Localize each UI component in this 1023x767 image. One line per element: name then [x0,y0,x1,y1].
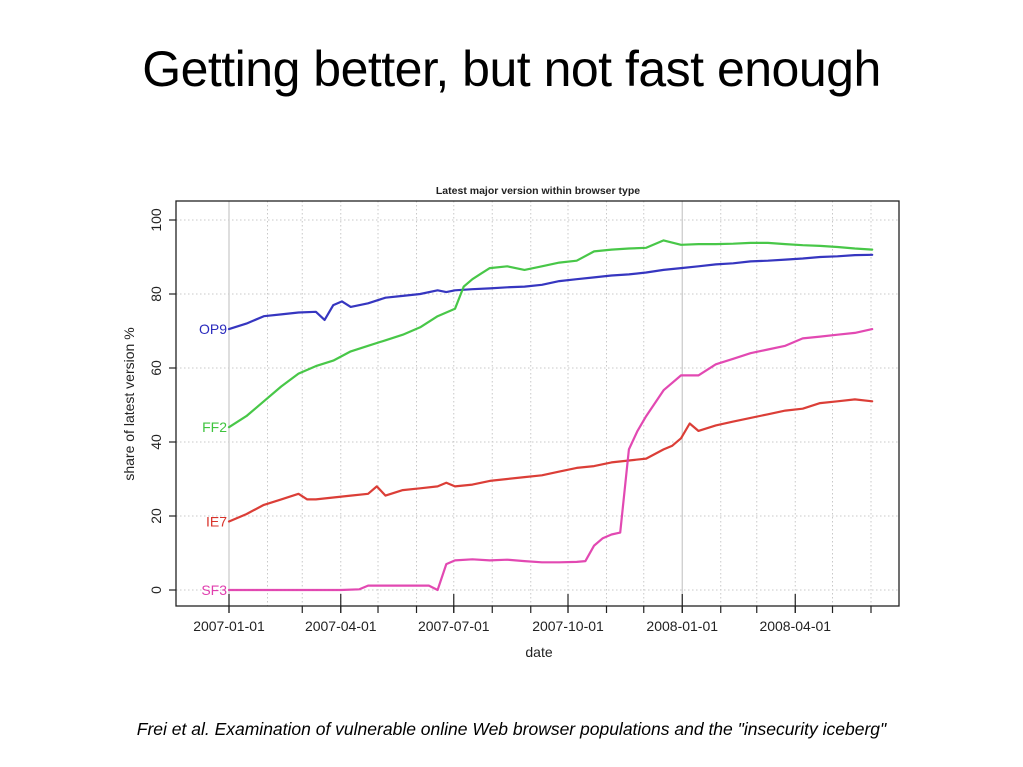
chart-title: Latest major version within browser type [436,185,640,197]
series-line-ff2 [227,239,874,429]
plot-frame [175,200,900,607]
y-tick-label: 40 [148,434,164,450]
y-tick-label: 60 [148,360,164,376]
series-labels: OP9 FF2 IE7 SF3 [199,321,227,598]
citation: Frei et al. Examination of vulnerable on… [136,719,887,739]
x-tick-label: 2007-04-01 [305,618,377,634]
series-layer [227,239,874,592]
y-tick-label: 80 [148,286,164,302]
slide-title: Getting better, but not fast enough [142,41,881,97]
series-line-ie7 [227,398,874,523]
series-label-op9: OP9 [199,321,227,337]
y-axis-title: share of latest version % [121,327,137,480]
line-chart: Latest major version within browser type… [121,185,900,660]
x-tick-label: 2008-01-01 [646,618,718,634]
x-tick-label: 2007-07-01 [418,618,490,634]
grid [176,201,899,606]
series-label-sf3: SF3 [201,582,227,598]
series-label-ff2: FF2 [202,419,227,435]
y-axis: 0 20 40 60 80 100 [148,208,176,594]
x-tick-label: 2008-04-01 [759,618,831,634]
x-tick-label: 2007-10-01 [532,618,604,634]
y-tick-label: 100 [148,208,164,232]
x-axis-title: date [525,644,552,660]
x-tick-label: 2007-01-01 [193,618,265,634]
y-tick-label: 20 [148,508,164,524]
series-label-ie7: IE7 [206,514,227,530]
series-line-op9 [227,253,874,331]
series-line-sf3 [227,328,874,592]
y-tick-label: 0 [148,586,164,594]
x-axis: 2007-01-01 2007-04-01 2007-07-01 2007-10-01… [193,594,872,634]
